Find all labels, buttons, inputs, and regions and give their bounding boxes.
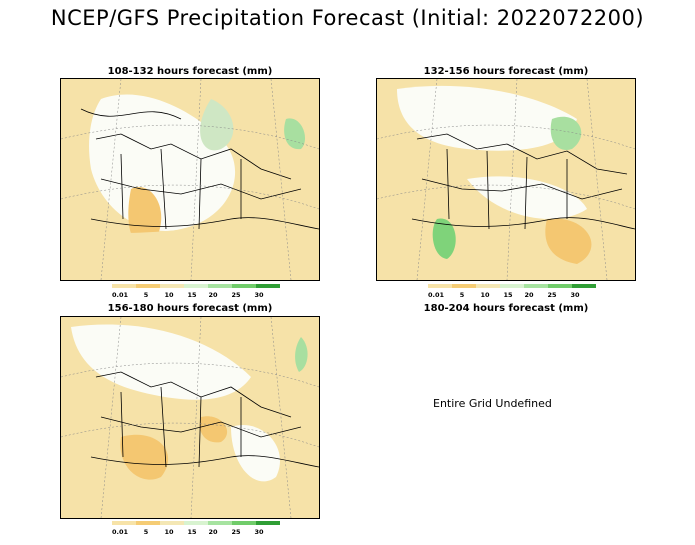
colorbar-swatch [232, 521, 256, 525]
colorbar-label: 20 [524, 291, 534, 299]
colorbar-swatch [112, 284, 136, 288]
colorbar-swatch [208, 521, 232, 525]
colorbar-label: 0.01 [111, 528, 129, 536]
colorbar-label: 25 [231, 291, 241, 299]
colorbar-label: 20 [208, 528, 218, 536]
colorbar-swatch [136, 521, 160, 525]
colorbar-swatch [160, 521, 184, 525]
colorbar-swatch [548, 284, 572, 288]
colorbar-label: 30 [570, 291, 580, 299]
panel-3-colorbar: 0.01 5 10 15 20 25 30 [112, 521, 282, 537]
colorbar-swatch [136, 284, 160, 288]
colorbar-swatch [160, 284, 184, 288]
panel-2-map [376, 78, 636, 281]
colorbar-label: 30 [254, 528, 264, 536]
colorbar-swatch [256, 284, 280, 288]
panel-1-title: 108-132 hours forecast (mm) [107, 66, 273, 77]
colorbar-label: 25 [547, 291, 557, 299]
colorbar-swatch [476, 284, 500, 288]
panel-3-map [60, 316, 320, 519]
panel-3-map-graphic [61, 317, 319, 518]
colorbar-label: 15 [187, 291, 197, 299]
undefined-grid-message: Entire Grid Undefined [433, 397, 552, 410]
panel-2-map-graphic [377, 79, 635, 280]
figure-title: NCEP/GFS Precipitation Forecast (Initial… [50, 6, 645, 30]
panel-2-title: 132-156 hours forecast (mm) [423, 66, 589, 77]
colorbar-swatch [184, 521, 208, 525]
colorbar-swatch [452, 284, 476, 288]
colorbar-label: 30 [254, 291, 264, 299]
colorbar-label: 0.01 [111, 291, 129, 299]
colorbar-swatch [524, 284, 548, 288]
colorbar-swatch [428, 284, 452, 288]
colorbar-swatch [572, 284, 596, 288]
colorbar-swatch [208, 284, 232, 288]
colorbar-label: 10 [480, 291, 490, 299]
colorbar-swatch [256, 521, 280, 525]
colorbar-label: 25 [231, 528, 241, 536]
colorbar-swatch [184, 284, 208, 288]
panel-1-map [60, 78, 320, 281]
colorbar-label: 5 [459, 291, 465, 299]
panel-1-colorbar: 0.01 5 10 15 20 25 30 [112, 284, 282, 300]
panel-4-title: 180-204 hours forecast (mm) [423, 303, 589, 314]
colorbar-label: 10 [164, 291, 174, 299]
colorbar-label: 5 [143, 528, 149, 536]
colorbar-label: 20 [208, 291, 218, 299]
colorbar-swatch [112, 521, 136, 525]
colorbar-label: 10 [164, 528, 174, 536]
colorbar-swatch [232, 284, 256, 288]
panel-2-colorbar: 0.01 5 10 15 20 25 30 [428, 284, 598, 300]
panel-3-title: 156-180 hours forecast (mm) [107, 303, 273, 314]
colorbar-label: 0.01 [427, 291, 445, 299]
colorbar-label: 15 [187, 528, 197, 536]
colorbar-label: 15 [503, 291, 513, 299]
colorbar-swatch [500, 284, 524, 288]
colorbar-label: 5 [143, 291, 149, 299]
panel-1-map-graphic [61, 79, 319, 280]
